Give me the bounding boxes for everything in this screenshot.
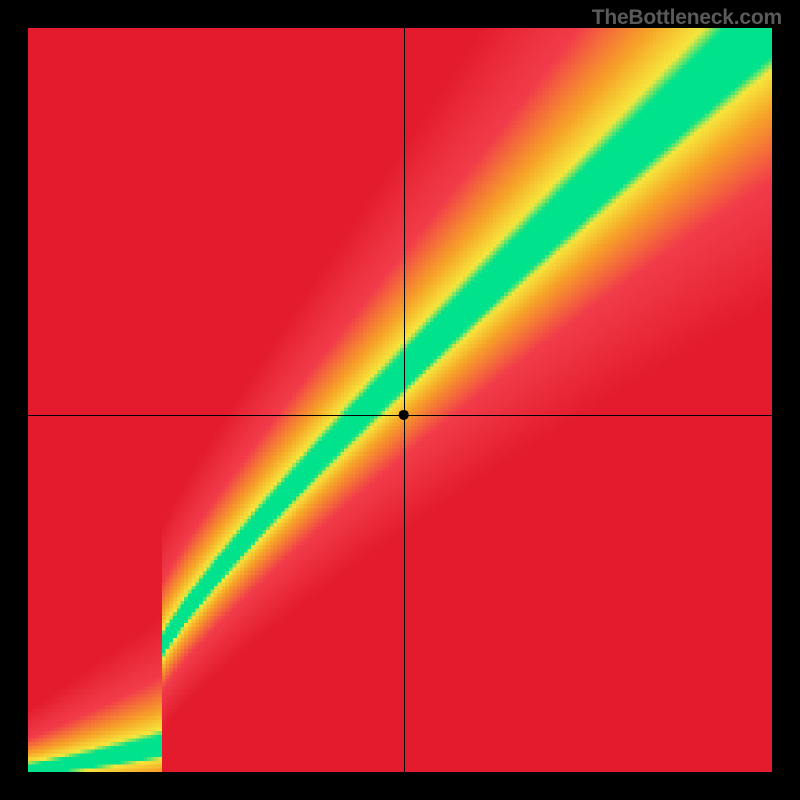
crosshair-overlay [28,28,772,772]
chart-container: TheBottleneck.com [0,0,800,800]
watermark-text: TheBottleneck.com [592,6,782,30]
